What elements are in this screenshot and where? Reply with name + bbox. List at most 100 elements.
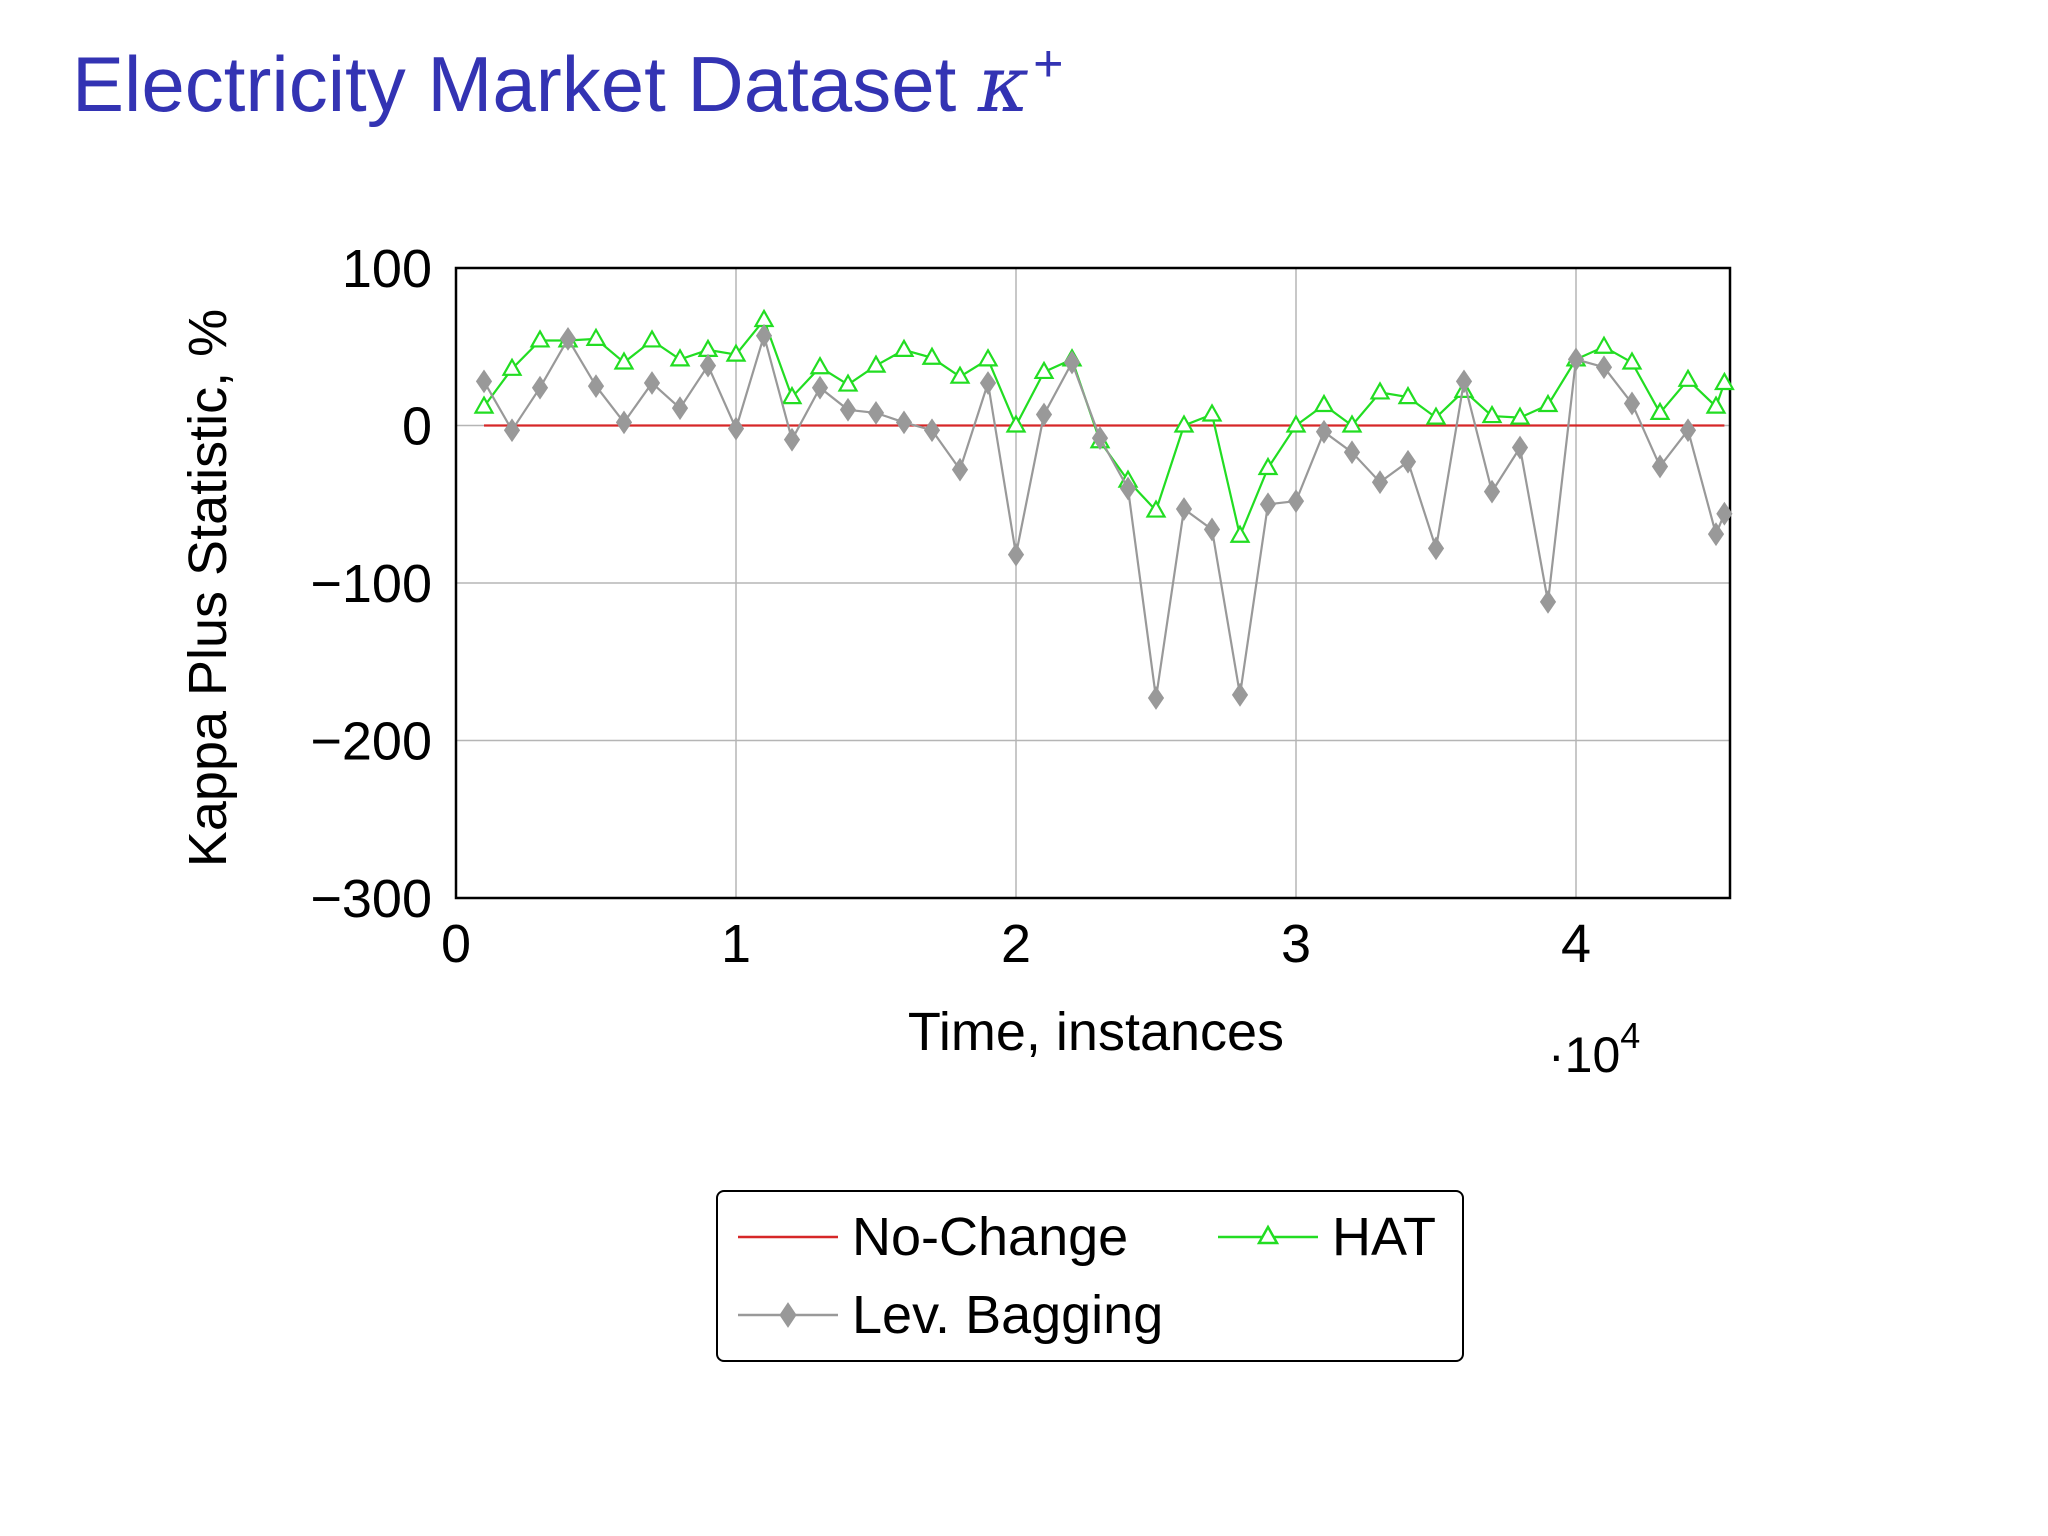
data-point-lev-bagging [1203,517,1221,542]
data-point-hat [1369,381,1391,400]
data-point-lev-bagging [867,401,885,425]
data-point-lev-bagging [1175,497,1193,521]
data-point-lev-bagging [1147,686,1165,710]
legend-label-no-change: No-Change [852,1207,1129,1267]
title-superscript: + [1033,35,1064,93]
x-axis-multiplier: ·104 [1548,1015,1640,1083]
data-point-hat [1397,385,1419,405]
data-point-lev-bagging [1259,492,1277,517]
data-point-hat [1677,368,1699,387]
data-point-lev-bagging [1716,501,1733,526]
legend-swatch-hat [1218,1224,1318,1245]
title-text: Electricity Market Dataset [72,40,978,128]
data-point-lev-bagging [1483,479,1501,504]
data-point-lev-bagging [951,457,969,482]
data-point-hat [501,357,523,376]
data-point-lev-bagging [1539,590,1557,614]
data-point-hat [725,343,747,362]
data-point-hat [1005,414,1027,433]
data-point-hat [1621,351,1643,370]
data-point-lev-bagging [1511,435,1529,460]
x-tick-label: 4 [1561,914,1591,974]
data-point-hat [1313,393,1335,413]
data-point-hat [473,395,495,414]
data-point-lev-bagging [671,396,689,421]
data-point-lev-bagging [923,418,941,443]
data-point-lev-bagging [755,323,773,348]
data-point-lev-bagging [839,397,857,422]
data-point-lev-bagging [503,418,521,443]
x-tick-label: 0 [441,914,471,974]
series-line-hat [483,317,1726,540]
data-point-lev-bagging [699,353,717,378]
legend-entry-lev-bagging: Lev. Bagging [738,1284,1163,1346]
data-point-lev-bagging [1651,454,1669,479]
data-point-hat [1201,403,1223,422]
tick-labels: 0 1 2 3 4 100 0 −100 −200 −300 [310,239,1591,974]
data-point-hat [1509,406,1531,425]
data-point-lev-bagging [531,375,549,400]
data-point-hat [585,327,607,346]
data-point-lev-bagging [811,375,829,400]
data-point-lev-bagging [783,427,801,452]
data-point-hat [753,308,775,328]
y-tick-label: 100 [342,239,432,299]
data-point-hat [1285,414,1307,433]
legend-entry-hat: HAT [1218,1206,1436,1268]
data-point-hat [697,338,719,357]
data-point-hat [809,355,831,375]
x-tick-label: 3 [1281,914,1311,974]
x-multiplier-exponent: 4 [1620,1015,1640,1056]
kappa-symbol: κ [977,40,1030,130]
data-point-lev-bagging [1343,440,1361,465]
data-point-lev-bagging [1007,542,1025,567]
legend-swatch-lev-bagging [738,1302,838,1328]
x-tick-label: 1 [721,914,751,974]
legend-label-hat: HAT [1332,1207,1436,1267]
data-point-lev-bagging [1287,489,1305,513]
data-point-lev-bagging [895,410,913,435]
data-point-lev-bagging [1119,476,1137,501]
data-point-hat [529,329,551,348]
data-point-hat [1145,499,1167,518]
grid [455,267,1730,899]
data-point-lev-bagging [615,410,633,435]
data-point-lev-bagging [559,326,577,351]
data-point-hat [1649,401,1671,420]
series-lev-bagging [475,323,1733,710]
legend-swatch-no-change [738,1235,838,1239]
x-tick-label: 2 [1001,914,1031,974]
y-tick-label: 0 [402,397,432,457]
data-point-hat [1705,395,1727,414]
legend-label-lev-bagging: Lev. Bagging [852,1285,1164,1345]
data-point-hat [781,385,803,405]
data-point-lev-bagging [1427,536,1445,561]
series-line-lev-bagging [483,331,1726,699]
slide-title: Electricity Market Dataset κ+ [72,34,1063,130]
plot-frame [454,266,1732,900]
data-point-lev-bagging [1567,347,1585,372]
data-point-hat [1425,406,1447,425]
data-point-lev-bagging [1679,418,1697,443]
data-point-lev-bagging [1623,391,1641,416]
data-point-hat [641,329,663,348]
data-point-lev-bagging [1091,426,1109,450]
data-point-hat [1341,414,1363,433]
x-multiplier-base: ·10 [1548,1027,1620,1083]
y-axis-label: Kappa Plus Statistic, % [178,309,238,867]
data-point-lev-bagging [643,371,661,395]
data-point-lev-bagging [1399,449,1417,474]
data-point-lev-bagging [1371,470,1389,495]
data-point-hat [1257,456,1279,476]
data-point-hat [893,338,915,357]
data-point-hat [837,373,859,392]
data-point-lev-bagging [1231,682,1249,707]
data-point-lev-bagging [727,416,745,441]
data-point-lev-bagging [587,374,605,399]
series-hat [473,308,1735,543]
data-point-hat [1173,414,1195,433]
data-point-hat [1033,360,1055,380]
data-point-hat [1537,393,1559,413]
series-layer [473,308,1735,710]
